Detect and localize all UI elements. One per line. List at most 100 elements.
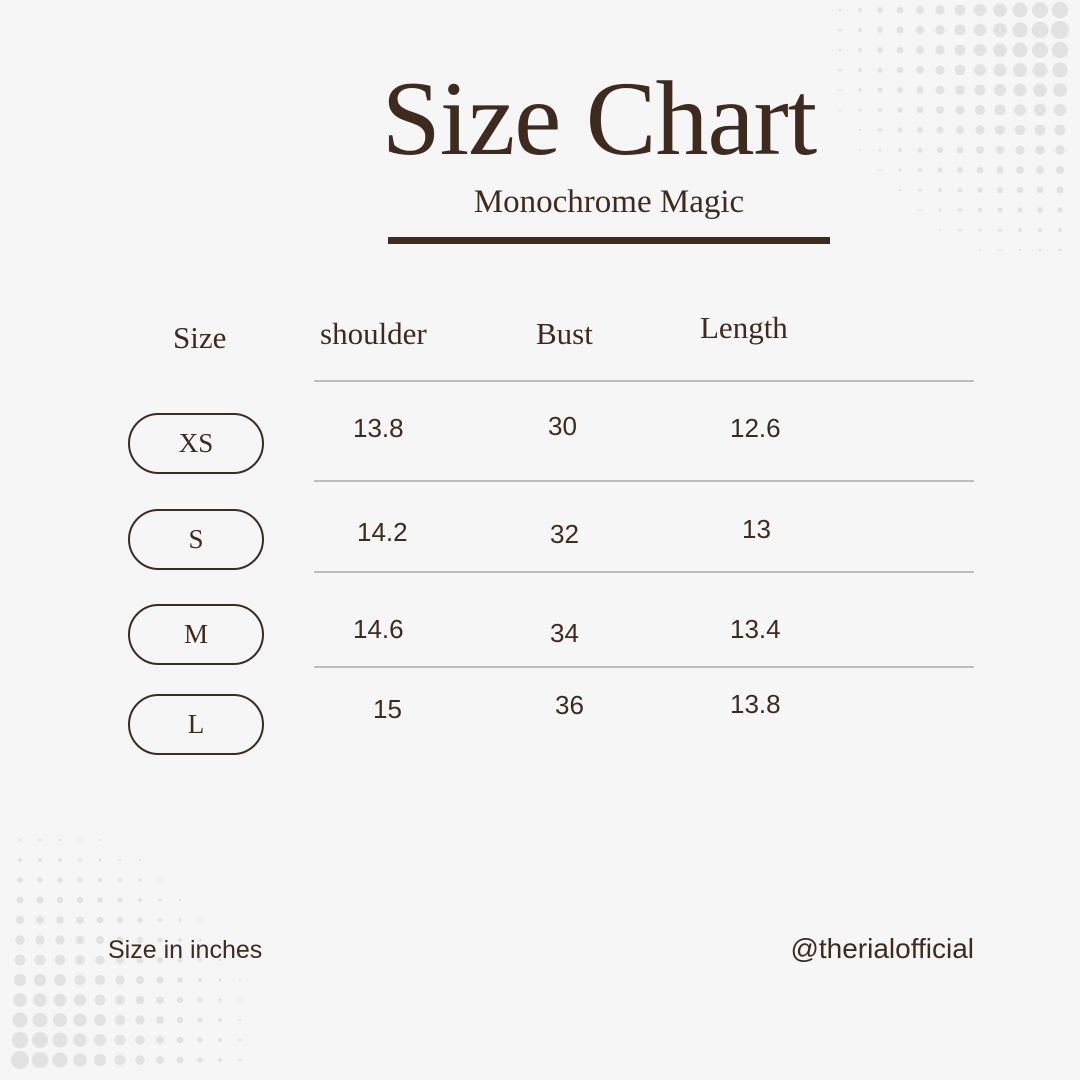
dot xyxy=(198,938,202,942)
dot xyxy=(877,27,883,33)
dot xyxy=(158,878,162,882)
dot xyxy=(114,1014,126,1026)
size-pill-l: L xyxy=(128,694,264,755)
dot xyxy=(858,128,862,132)
dot xyxy=(1051,41,1069,59)
size-unit-note: Size in inches xyxy=(108,936,263,964)
dot xyxy=(58,838,62,842)
dot xyxy=(955,85,965,95)
dot xyxy=(138,878,142,882)
dot xyxy=(155,1035,165,1045)
dot xyxy=(14,954,26,966)
dot xyxy=(1031,21,1049,39)
header-size: Size xyxy=(173,320,227,355)
dot xyxy=(993,23,1007,37)
dot xyxy=(11,1031,29,1049)
size-pill-m: M xyxy=(128,604,264,665)
dot xyxy=(975,125,985,135)
dot xyxy=(197,997,203,1003)
dot xyxy=(997,207,1003,213)
dot xyxy=(73,1053,87,1067)
dot xyxy=(858,68,862,72)
dot xyxy=(1018,248,1022,252)
dot xyxy=(998,248,1002,252)
dot xyxy=(76,896,84,904)
dot xyxy=(898,168,902,172)
dot xyxy=(156,996,164,1004)
dot xyxy=(1012,2,1028,18)
dot xyxy=(73,993,87,1007)
dot xyxy=(15,915,25,925)
dot xyxy=(838,68,842,72)
dot xyxy=(197,977,203,983)
dot xyxy=(1033,83,1047,97)
dot xyxy=(1052,62,1068,78)
cell-shoulder: 14.6 xyxy=(353,614,404,644)
dot xyxy=(917,147,923,153)
dot xyxy=(1055,165,1065,175)
dot xyxy=(75,935,85,945)
dot xyxy=(94,994,106,1006)
dot xyxy=(37,857,43,863)
subtitle: Monochrome Magic xyxy=(473,184,745,220)
dot xyxy=(137,897,143,903)
dot xyxy=(178,918,182,922)
dot xyxy=(878,168,882,172)
dot xyxy=(178,898,182,902)
dot xyxy=(1034,124,1046,136)
dot xyxy=(877,47,883,53)
dot xyxy=(17,857,23,863)
dot xyxy=(197,1017,203,1023)
dot xyxy=(918,188,922,192)
dot xyxy=(217,1037,223,1043)
dot xyxy=(1017,207,1023,213)
dot xyxy=(993,43,1007,57)
dot xyxy=(995,145,1005,155)
dot xyxy=(896,86,904,94)
dot xyxy=(94,1014,106,1026)
size-pill-s: S xyxy=(128,509,264,570)
dot xyxy=(52,1032,68,1048)
dot xyxy=(135,1035,145,1045)
dot xyxy=(973,3,987,17)
dot xyxy=(954,4,966,16)
page-title: Size Chart xyxy=(381,60,818,177)
dot xyxy=(896,6,904,14)
dot xyxy=(1057,227,1063,233)
dot xyxy=(136,936,144,944)
dot xyxy=(114,1054,126,1066)
dot xyxy=(53,993,67,1007)
dot xyxy=(1013,83,1027,97)
dot xyxy=(1055,145,1065,155)
dot xyxy=(17,877,23,883)
dot xyxy=(176,1056,184,1064)
dot xyxy=(1037,207,1043,213)
divider xyxy=(314,380,974,382)
dot xyxy=(937,187,943,193)
dot xyxy=(238,998,242,1002)
dot xyxy=(977,187,983,193)
dot xyxy=(15,935,25,945)
dot xyxy=(116,936,124,944)
dot xyxy=(917,167,923,173)
cell-bust: 30 xyxy=(548,411,577,441)
dot xyxy=(32,1012,48,1028)
dot xyxy=(1016,186,1024,194)
dot xyxy=(995,125,1005,135)
dot xyxy=(896,66,904,74)
dot xyxy=(99,839,101,841)
dot xyxy=(219,939,221,941)
dot xyxy=(1051,1,1069,19)
dot xyxy=(936,146,944,154)
dot xyxy=(176,996,184,1004)
dot xyxy=(937,167,943,173)
dot xyxy=(98,858,102,862)
cell-length: 13.8 xyxy=(730,689,781,719)
cell-length: 13 xyxy=(742,514,771,544)
dot xyxy=(13,973,27,987)
dot xyxy=(916,106,924,114)
dot xyxy=(857,7,863,13)
dot xyxy=(974,104,986,116)
dot xyxy=(135,1055,145,1065)
dot xyxy=(75,955,85,965)
